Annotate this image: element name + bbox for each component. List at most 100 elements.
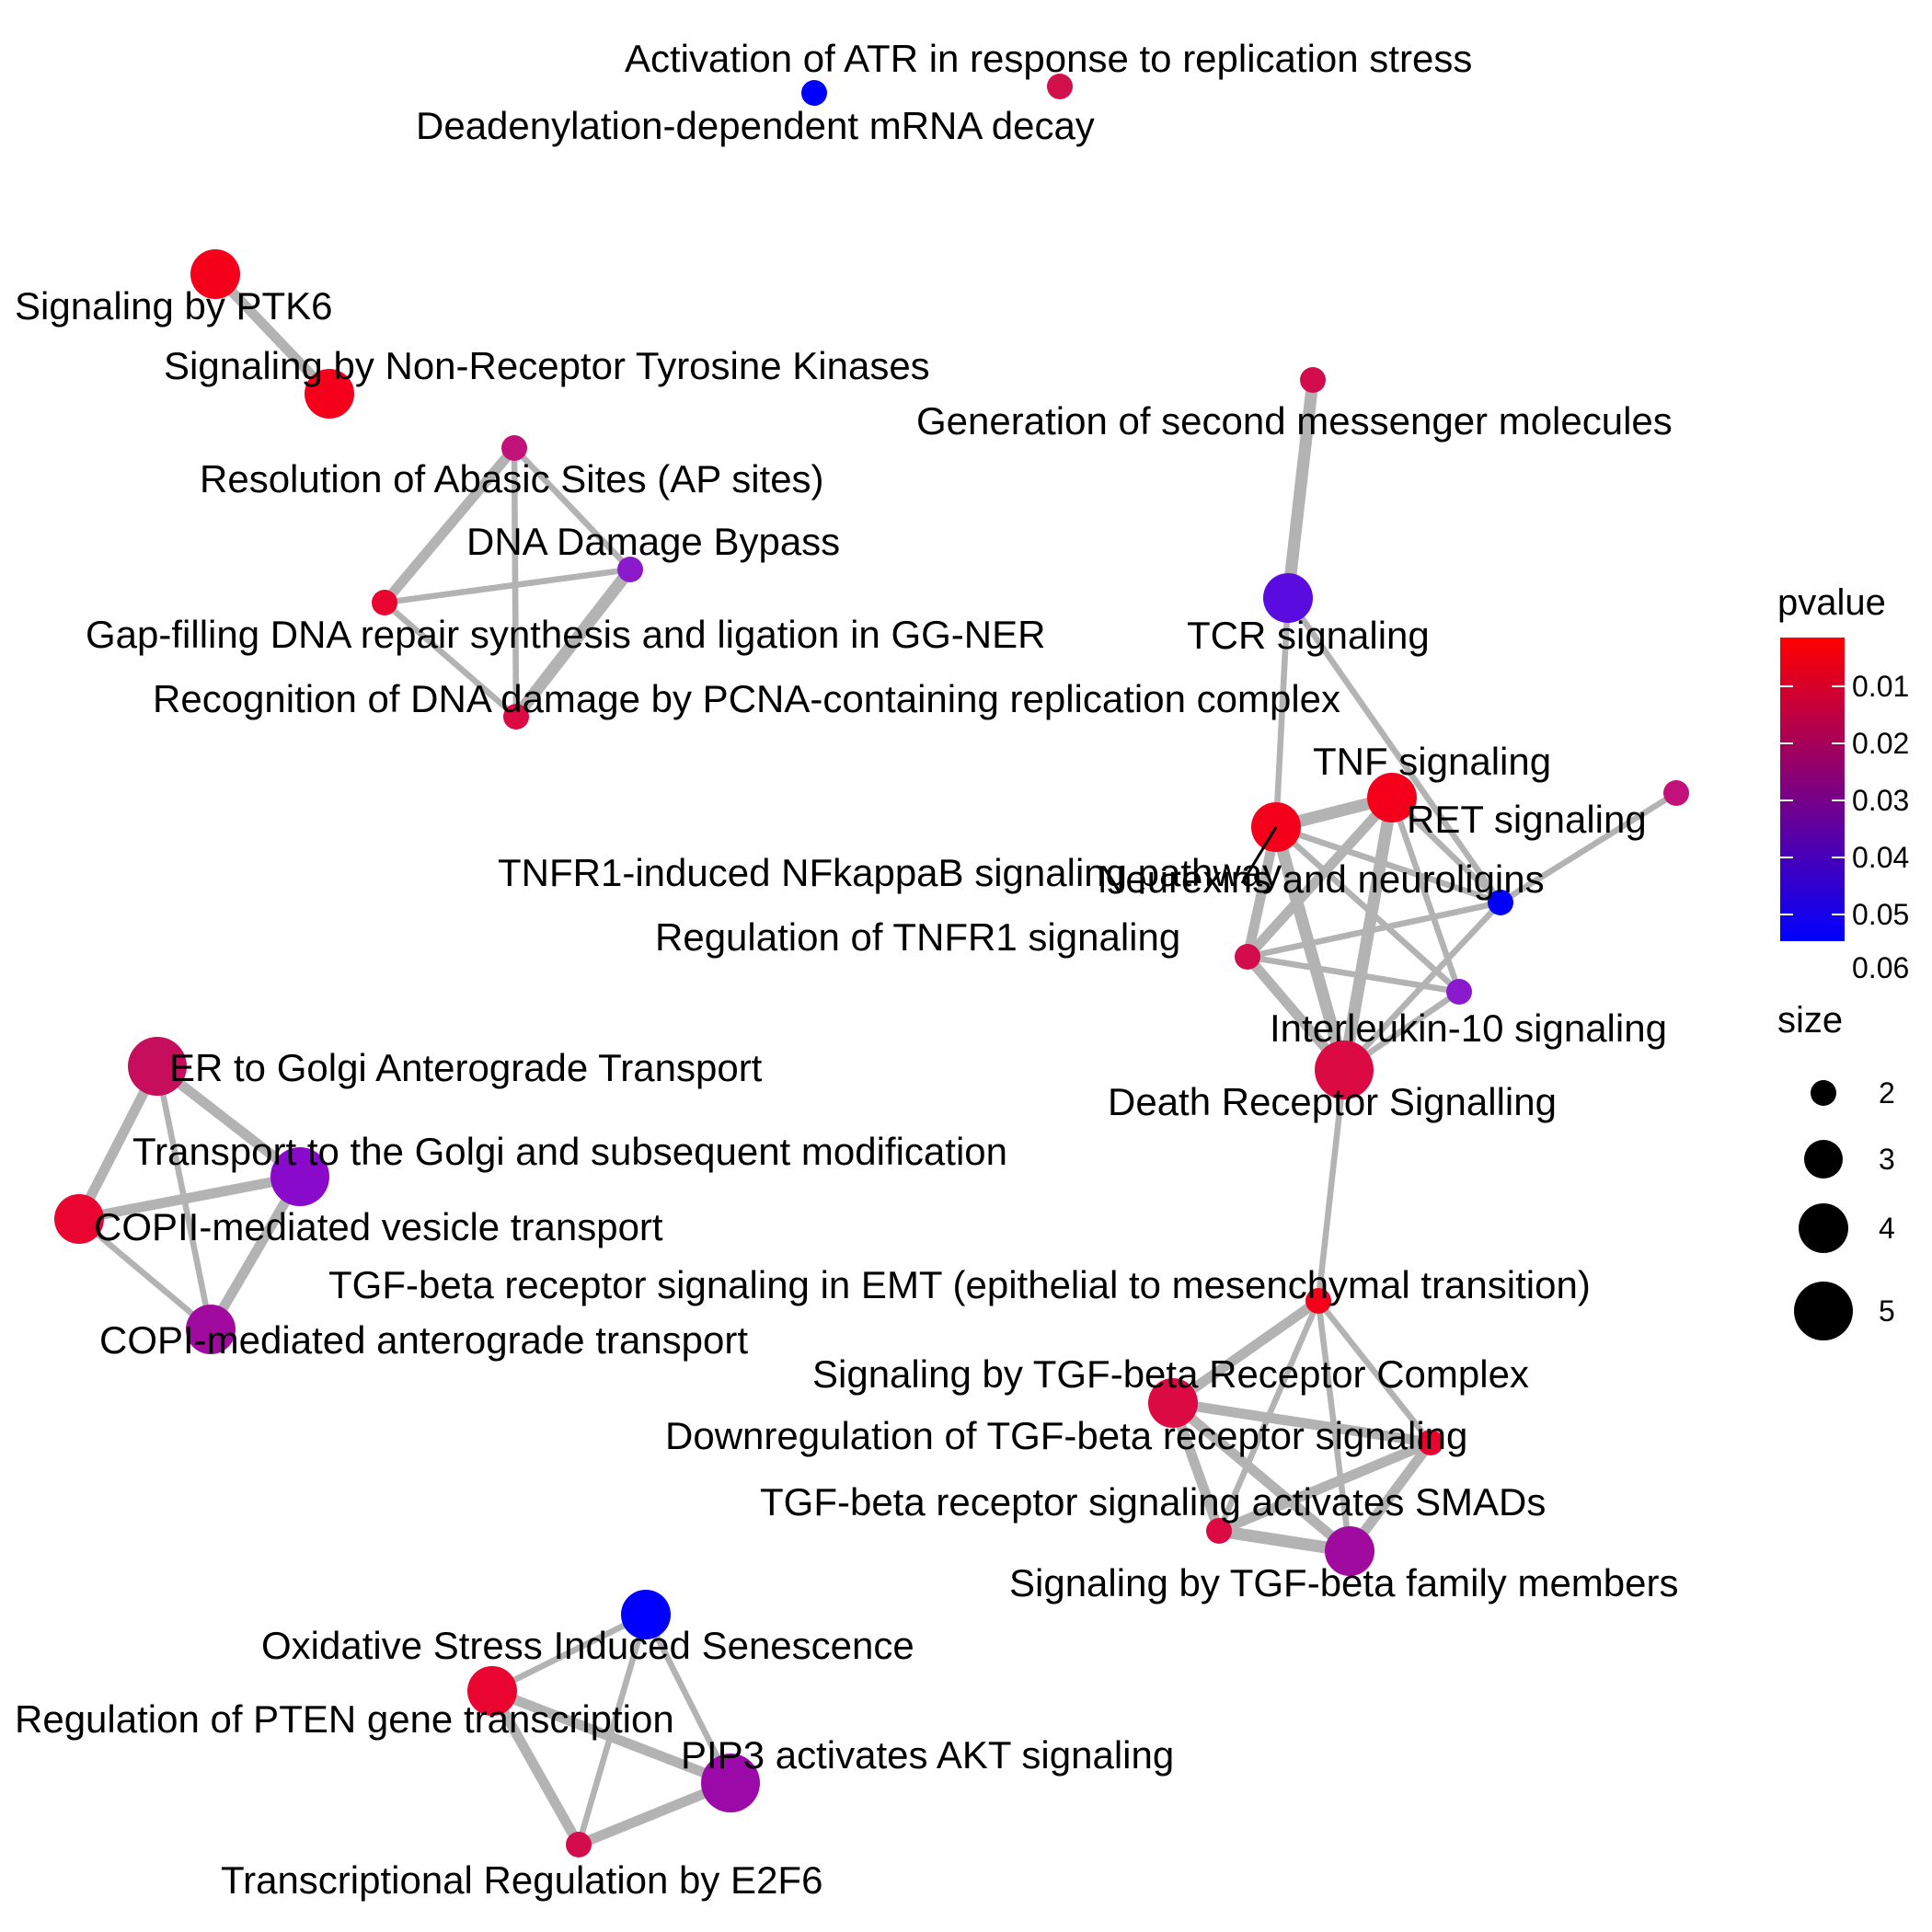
- color-tick-label: 0.02: [1852, 727, 1909, 760]
- size-key-label: 4: [1879, 1212, 1895, 1245]
- color-tick-label: 0.03: [1852, 784, 1909, 817]
- node-label-tgfsmad: TGF-beta receptor signaling activates SM…: [760, 1480, 1546, 1524]
- color-tick-label: 0.04: [1852, 841, 1909, 874]
- color-tick-label: 0.05: [1852, 898, 1909, 931]
- edge-copii-copi: [76, 1216, 213, 1332]
- node-label-oxstress: Oxidative Stress Induced Senescence: [261, 1624, 914, 1667]
- node-label-ret: RET signaling: [1407, 798, 1647, 841]
- edge-gapfill-dnabypass: [384, 566, 631, 606]
- edge-ret-neurexin: [1499, 790, 1678, 905]
- node-label-tnfr1nfkb: TNFR1-induced NFkappaB signaling pathway: [498, 851, 1282, 894]
- node-atr[interactable]: [801, 80, 827, 106]
- legend: pvalue 0.01 0.02 0.03 0.04 0.05 0.06 size 2 3 4…: [1777, 582, 1909, 1340]
- node-oxstress[interactable]: [621, 1590, 671, 1639]
- node-label-deadenyl: Deadenylation-dependent mRNA decay: [416, 104, 1095, 147]
- node-label-nrtk: Signaling by Non-Receptor Tyrosine Kinas…: [164, 344, 930, 387]
- node-ergolgi[interactable]: [128, 1037, 187, 1096]
- node-label-secmsg: Generation of second messenger molecules: [916, 399, 1673, 443]
- node-label-pip3: PIP3 activates AKT signaling: [681, 1733, 1174, 1777]
- node-neurexin[interactable]: [1488, 890, 1513, 915]
- node-label-ptk6: Signaling by PTK6: [15, 284, 333, 328]
- node-copi[interactable]: [186, 1305, 236, 1354]
- edge-abasic-dnabypass: [512, 445, 633, 572]
- edge-tgfemt-downtgf: [1316, 1298, 1433, 1445]
- node-deadenyl[interactable]: [1047, 74, 1073, 99]
- node-il10[interactable]: [1446, 979, 1472, 1005]
- node-ptk6[interactable]: [190, 249, 240, 299]
- edge-tnfr1nfkb-neurexin: [1274, 823, 1502, 906]
- node-label-dnabypass: DNA Damage Bypass: [466, 520, 840, 563]
- size-key-label: 5: [1879, 1294, 1895, 1328]
- node-regtnfr1[interactable]: [1235, 944, 1260, 970]
- node-e2f6[interactable]: [566, 1832, 592, 1857]
- node-tgffamily[interactable]: [1325, 1526, 1374, 1576]
- node-label-tcr: TCR signaling: [1187, 614, 1430, 657]
- leader-line-layer: [1240, 826, 1278, 884]
- color-tick-label: 0.01: [1852, 670, 1909, 703]
- size-legend-keys: 2 3 4 5: [1794, 1076, 1895, 1340]
- node-label-pten: Regulation of PTEN gene transcription: [15, 1697, 674, 1741]
- edge-tnf-regtnfr1: [1243, 794, 1397, 960]
- size-key-dot: [1794, 1282, 1853, 1340]
- size-key-dot: [1811, 1080, 1836, 1106]
- edge-tcr-tnfr1nfkb: [1272, 597, 1292, 828]
- node-ret[interactable]: [1663, 780, 1689, 806]
- node-copii[interactable]: [54, 1194, 104, 1244]
- node-transgolgi[interactable]: [270, 1147, 329, 1206]
- edge-regtnfr1-il10: [1247, 953, 1460, 995]
- node-tcr[interactable]: [1263, 573, 1313, 623]
- node-gapfill[interactable]: [372, 590, 397, 615]
- node-tnf[interactable]: [1367, 773, 1417, 822]
- edge-copii-transgolgi: [77, 1171, 302, 1225]
- color-legend-ticks: 0.01 0.02 0.03 0.04 0.05 0.06: [1780, 670, 1909, 984]
- color-tick-label: 0.06: [1852, 951, 1909, 984]
- node-tgfsmad[interactable]: [1206, 1518, 1232, 1544]
- edge-pten-e2f6: [488, 1688, 583, 1847]
- node-label-atr: Activation of ATR in response to replica…: [625, 37, 1472, 80]
- edge-dnabypass-pcna: [511, 565, 636, 721]
- size-key-dot: [1804, 1140, 1843, 1179]
- edge-transgolgi-copi: [206, 1174, 305, 1332]
- edge-tnf-neurexin: [1389, 795, 1503, 905]
- node-tgfcomplex[interactable]: [1148, 1378, 1198, 1428]
- node-label-neurexin: Neurexins and neuroligins: [1098, 857, 1545, 901]
- node-downtgf[interactable]: [1418, 1430, 1443, 1455]
- edge-neurexin-regtnfr1: [1247, 899, 1501, 960]
- label-layer: Activation of ATR in response to replica…: [15, 37, 1679, 1902]
- node-deathrec[interactable]: [1315, 1041, 1374, 1099]
- node-label-downtgf: Downregulation of TGF-beta receptor sign…: [665, 1414, 1467, 1457]
- node-label-tnf: TNF signaling: [1313, 740, 1551, 783]
- node-tgfemt[interactable]: [1305, 1288, 1331, 1314]
- node-label-copi: COPI-mediated anterograde transport: [99, 1318, 748, 1362]
- node-label-il10: Interleukin-10 signaling: [1270, 1006, 1667, 1050]
- node-secmsg[interactable]: [1300, 367, 1326, 393]
- edge-tgfcomplex-downtgf: [1172, 1397, 1432, 1448]
- node-label-regtnfr1: Regulation of TNFR1 signaling: [655, 915, 1180, 959]
- edge-secmsg-tcr: [1282, 379, 1319, 599]
- color-legend-title: pvalue: [1777, 582, 1886, 623]
- edge-ergolgi-transgolgi: [154, 1062, 304, 1181]
- node-label-ergolgi: ER to Golgi Anterograde Transport: [169, 1046, 763, 1089]
- node-pten[interactable]: [467, 1666, 517, 1716]
- edge-oxstress-pten: [490, 1612, 648, 1694]
- edge-tgfcomplex-tgffamily: [1169, 1398, 1353, 1556]
- node-label-tgfemt: TGF-beta receptor signaling in EMT (epit…: [328, 1263, 1591, 1306]
- node-label-copii: COPII-mediated vesicle transport: [94, 1205, 663, 1248]
- edge-oxstress-e2f6: [575, 1614, 650, 1846]
- edge-tnfr1nfkb-deathrec: [1270, 825, 1351, 1072]
- color-legend-bar: [1780, 638, 1845, 941]
- node-label-e2f6: Transcriptional Regulation by E2F6: [221, 1858, 822, 1902]
- size-key-label: 3: [1879, 1143, 1895, 1176]
- node-pcna[interactable]: [503, 704, 529, 730]
- node-abasic[interactable]: [501, 435, 527, 461]
- node-dnabypass[interactable]: [617, 557, 643, 582]
- leader-line-tnfr1nfkb: [1240, 826, 1278, 884]
- node-nrtk[interactable]: [305, 369, 354, 419]
- node-pip3[interactable]: [701, 1754, 760, 1812]
- edge-abasic-gapfill: [380, 444, 519, 606]
- node-label-pcna: Recognition of DNA damage by PCNA-contai…: [153, 677, 1340, 720]
- node-label-deathrec: Death Receptor Signalling: [1108, 1080, 1557, 1123]
- edge-gapfill-pcna: [382, 600, 519, 719]
- node-label-tgfcomplex: Signaling by TGF-beta Receptor Complex: [812, 1352, 1529, 1396]
- edge-tgfemt-tgfcomplex: [1169, 1296, 1322, 1408]
